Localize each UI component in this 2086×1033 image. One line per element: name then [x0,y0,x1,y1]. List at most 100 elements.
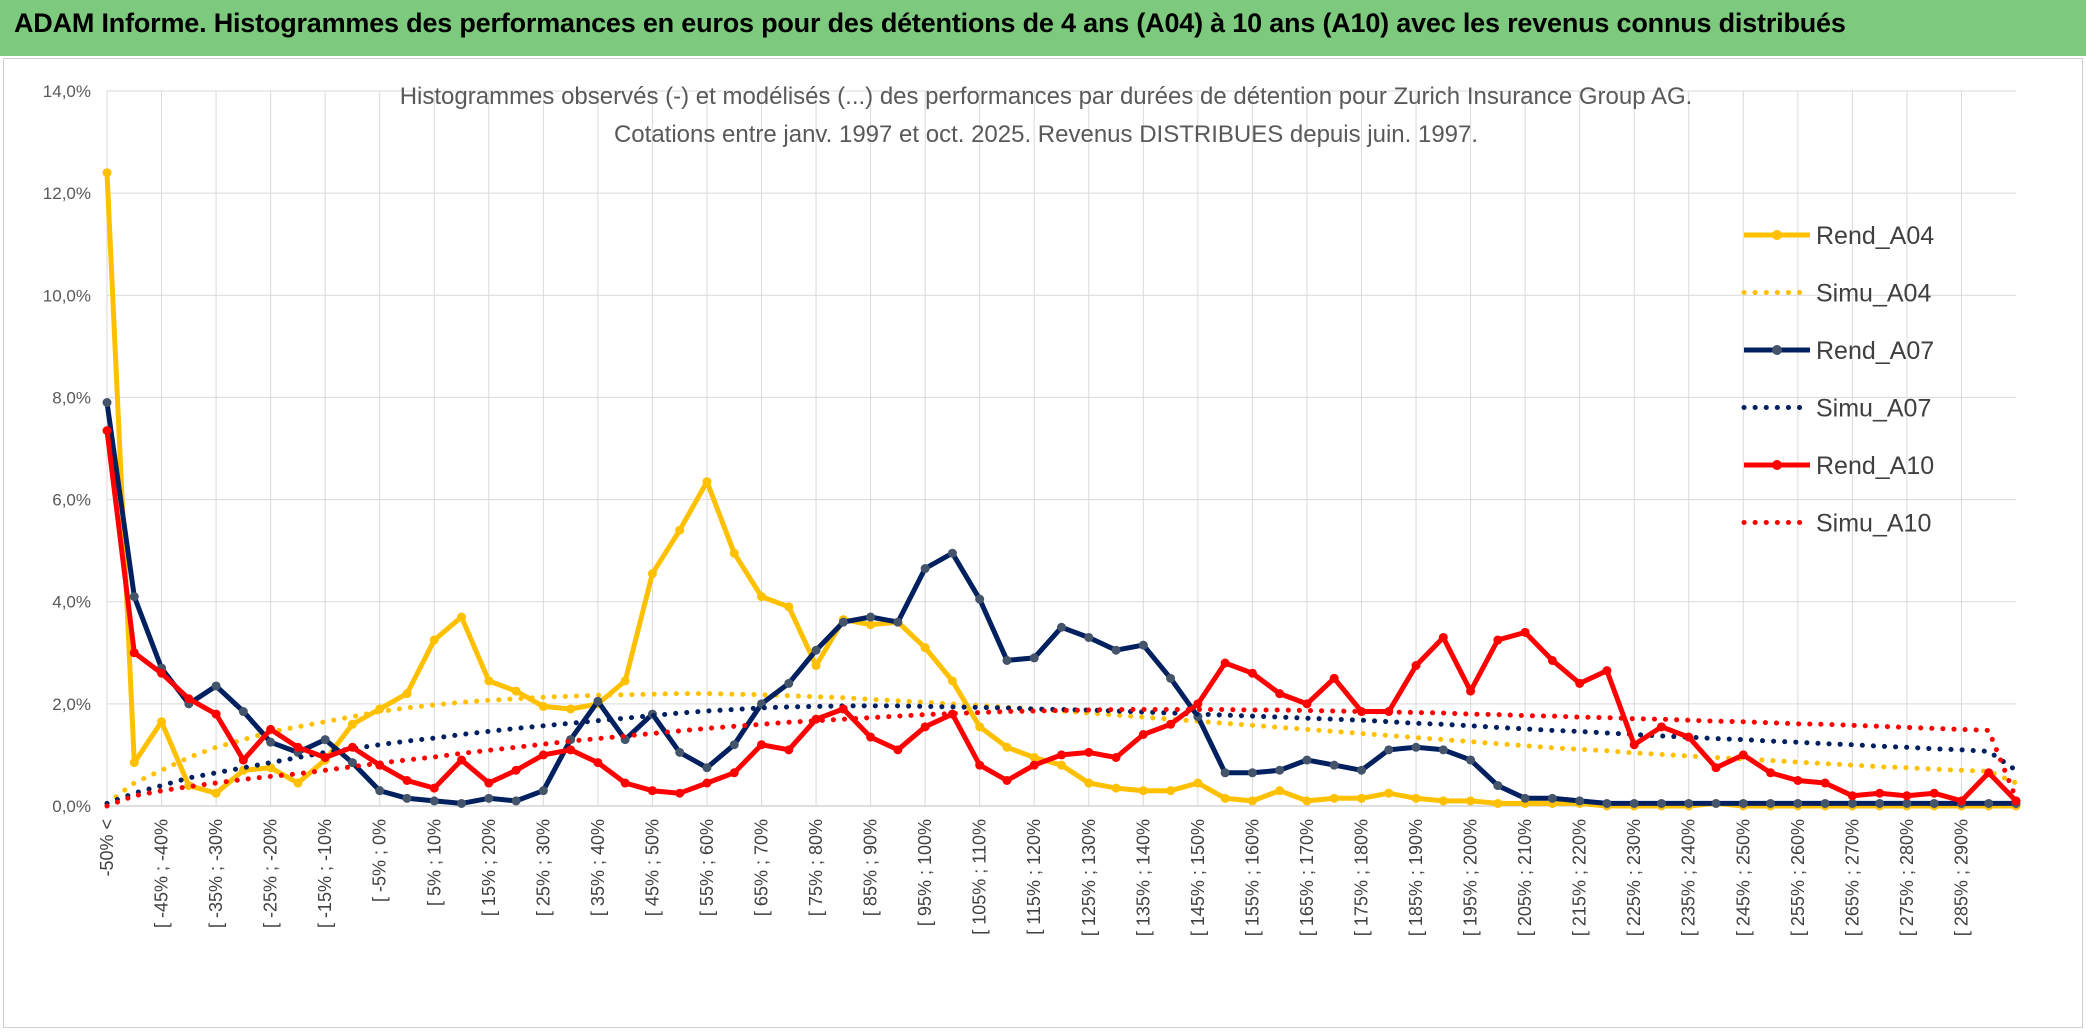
data-point-rend-a10 [566,745,576,755]
legend-label-rend-a07: Rend_A07 [1816,337,1934,365]
data-point-rend-a07 [1547,793,1557,803]
data-point-rend-a07 [1247,768,1257,778]
data-point-rend-a04 [675,525,685,535]
data-point-rend-a10 [784,745,794,755]
data-point-rend-a07 [866,612,876,622]
x-tick-label: [ 105% ; 110% [970,819,990,935]
legend-label-simu-a04: Simu_A04 [1816,280,1931,308]
data-point-rend-a10 [1793,775,1803,785]
x-tick-label: [ -35% ; -30% [206,819,226,928]
x-tick-label: [ 145% ; 150% [1188,819,1208,936]
data-point-rend-a04 [566,704,576,714]
x-tick-label: [ 285% ; 290% [1951,819,1971,936]
data-point-rend-a07 [1684,798,1694,808]
data-point-rend-a07 [1057,622,1066,632]
data-point-rend-a04 [457,612,467,622]
data-point-rend-a07 [1302,755,1312,765]
data-point-rend-a04 [1302,796,1312,806]
data-point-rend-a04 [702,477,712,487]
data-point-rend-a10 [702,778,712,788]
data-point-rend-a07 [457,798,467,808]
data-point-rend-a10 [1984,768,1994,778]
data-point-rend-a07 [1220,768,1230,778]
x-tick-label: [ 205% ; 210% [1515,819,1535,936]
data-point-rend-a04 [1356,793,1366,803]
x-tick-label: [ 5% ; 10% [424,819,444,906]
data-point-rend-a10 [729,768,739,778]
data-point-rend-a10 [1575,678,1585,688]
data-point-rend-a10 [1166,719,1176,729]
data-point-rend-a10 [266,724,276,734]
data-point-rend-a04 [402,689,412,699]
data-point-rend-a04 [157,717,167,727]
data-point-rend-a10 [675,788,685,798]
x-tick-label: [ 275% ; 280% [1897,819,1917,936]
data-point-rend-a07 [893,617,903,627]
data-point-rend-a10 [1438,632,1448,642]
legend-label-simu-a07: Simu_A07 [1816,395,1931,423]
x-tick-label: [ 255% ; 260% [1788,819,1808,936]
data-point-rend-a07 [1356,765,1366,775]
data-point-rend-a04 [1493,798,1503,808]
data-point-rend-a07 [402,793,412,803]
data-point-rend-a04 [1438,796,1448,806]
chart-title: Histogrammes observés (-) et modélisés (… [400,83,1693,110]
x-tick-label: [ 135% ; 140% [1133,819,1153,936]
data-point-rend-a10 [484,778,494,788]
data-point-rend-a04 [1384,788,1394,798]
y-tick-label: 10,0% [43,286,91,305]
data-point-rend-a07 [702,763,712,773]
data-point-rend-a07 [1466,755,1476,765]
data-point-rend-a07 [1602,798,1612,808]
data-point-rend-a10 [184,694,194,704]
data-point-rend-a10 [211,709,221,719]
data-point-rend-a07 [538,786,548,796]
chart-subtitle: Cotations entre janv. 1997 et oct. 2025.… [614,121,1478,148]
series-line-rend-a07 [104,402,2016,806]
x-tick-label: [ -45% ; -40% [152,819,172,928]
data-point-rend-a04 [1220,793,1230,803]
data-point-rend-a07 [347,758,357,768]
data-point-rend-a07 [1984,798,1994,808]
data-point-rend-a07 [1411,742,1421,752]
legend-label-rend-a10: Rend_A10 [1816,452,1934,480]
data-point-rend-a10 [1656,722,1666,732]
data-point-rend-a10 [1193,699,1203,709]
x-tick-label: [ 195% ; 200% [1461,819,1481,936]
data-point-rend-a07 [484,793,494,803]
data-point-rend-a04 [211,788,221,798]
x-tick-label: [ 85% ; 90% [861,819,881,916]
data-point-rend-a04 [1002,742,1012,752]
y-tick-label: 0,0% [52,797,91,816]
data-point-rend-a10 [1602,666,1612,676]
data-point-rend-a07 [1493,781,1503,791]
data-point-rend-a10 [457,755,467,765]
x-tick-label: [ 15% ; 20% [479,819,499,916]
data-point-rend-a07 [1438,745,1448,755]
x-tick-label: [ 115% ; 120% [1024,819,1044,935]
y-tick-label: 6,0% [52,491,91,510]
data-point-rend-a10 [1466,686,1476,696]
x-tick-label: [ 175% ; 180% [1351,819,1371,936]
data-point-rend-a04 [1247,796,1257,806]
data-point-rend-a04 [729,548,739,558]
data-point-rend-a07 [675,747,685,757]
data-point-rend-a10 [293,742,303,752]
data-point-rend-a10 [1956,796,1966,806]
data-point-rend-a10 [1329,673,1339,683]
legend-marker-rend-a07 [1772,345,1782,355]
data-point-rend-a04 [1166,786,1176,796]
data-point-rend-a07 [1929,798,1939,808]
report-banner: ADAM Informe. Histogrammes des performan… [0,0,2086,56]
data-point-rend-a10 [1247,668,1257,678]
chart-frame: 0,0% 2,0% 4,0% 6,0% 8,0% 10,0% 12,0% 14,0% -50%… [3,58,2083,1028]
data-point-rend-a07 [1384,745,1394,755]
data-point-rend-a07 [1084,632,1094,642]
data-point-rend-a04 [647,569,657,579]
data-point-rend-a07 [1575,796,1585,806]
y-tick-label: 2,0% [52,695,91,714]
data-point-rend-a07 [920,564,930,574]
data-point-rend-a10 [2011,796,2021,806]
data-point-rend-a10 [1875,788,1885,798]
data-point-rend-a10 [975,760,985,770]
